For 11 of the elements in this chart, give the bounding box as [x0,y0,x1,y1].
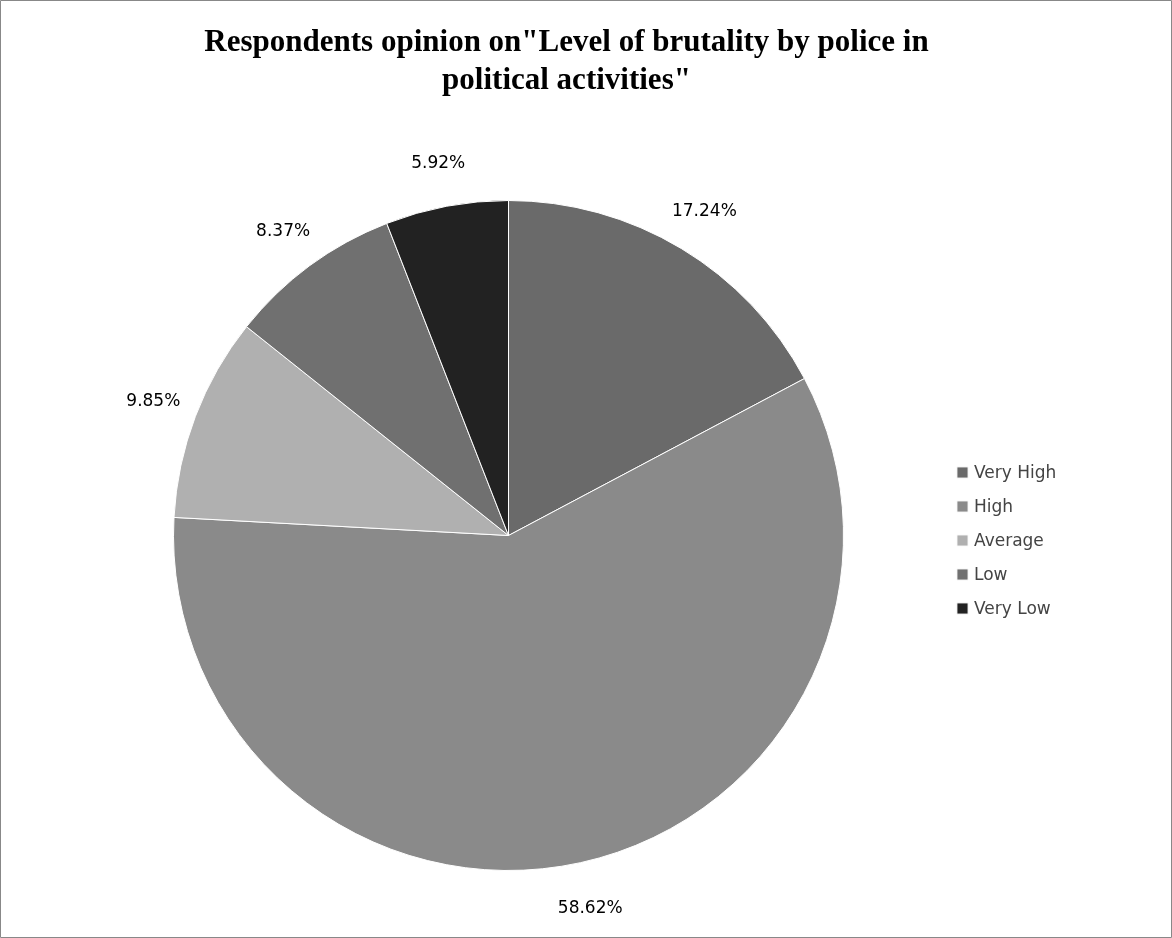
chart-title: Respondents opinion on"Level of brutality by police in political activities" [204,23,929,96]
legend-label: Low [974,564,1008,584]
data-label: 58.62% [557,896,623,917]
data-label: 17.24% [671,199,737,220]
legend-label: Average [974,530,1044,550]
legend-label: Very High [974,462,1057,482]
data-label: 8.37% [256,219,311,240]
legend-label: Very Low [974,598,1051,618]
legend-label: High [974,496,1014,516]
data-label: 5.92% [411,152,466,173]
data-label: 9.85% [126,390,181,411]
